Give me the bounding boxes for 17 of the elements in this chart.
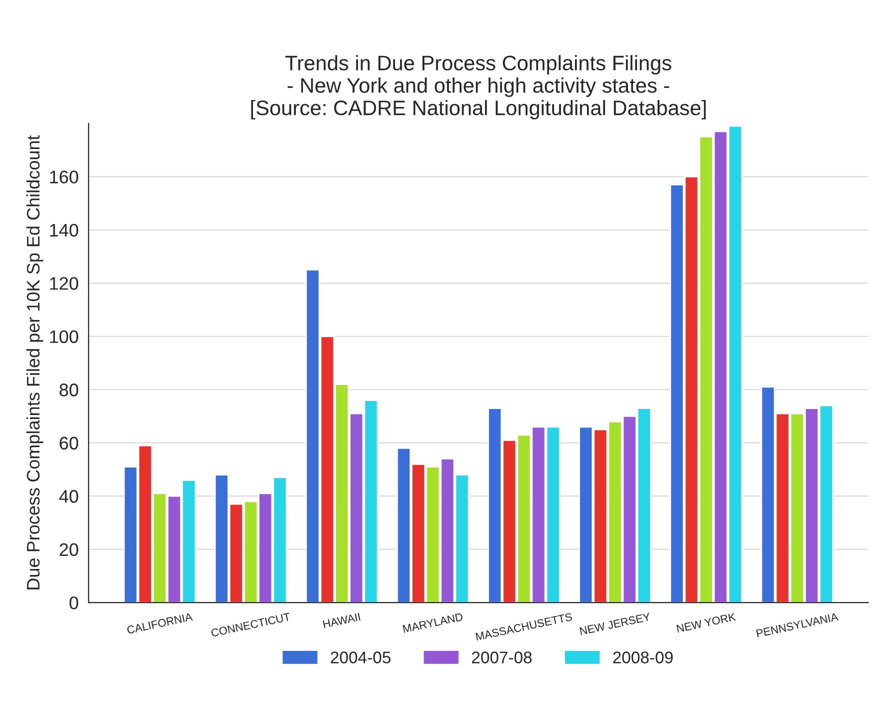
x-tick-label: HAWAII <box>322 612 360 628</box>
legend-label: 2004-05 <box>330 652 390 664</box>
y-tick-label: 140 <box>50 224 78 237</box>
y-tick-label: 0 <box>70 596 78 610</box>
y-tick-label: 120 <box>50 277 78 290</box>
y-tick-label: 160 <box>50 170 78 184</box>
y-tick-label: 40 <box>59 490 78 503</box>
y-tick-label: 80 <box>60 384 78 396</box>
y-tick-label: 100 <box>50 330 78 344</box>
x-tick-label: NEW JERSEY <box>580 612 651 636</box>
legend-label: 2008-09 <box>613 652 673 664</box>
x-tick-label: NEW YORK <box>676 612 736 633</box>
y-tick-label: 20 <box>60 543 78 556</box>
y-tick-label: 60 <box>60 436 78 450</box>
chart-title: Trends in Due Process Complaints Filings - New York and other high activity states - [Source: CADRE National Longitudinal Database] <box>251 55 706 120</box>
y-axis-title: Due Process Complaints Filed per 10K Sp Ed Childcount <box>26 135 44 590</box>
legend-label: 2007-08 <box>472 652 532 664</box>
